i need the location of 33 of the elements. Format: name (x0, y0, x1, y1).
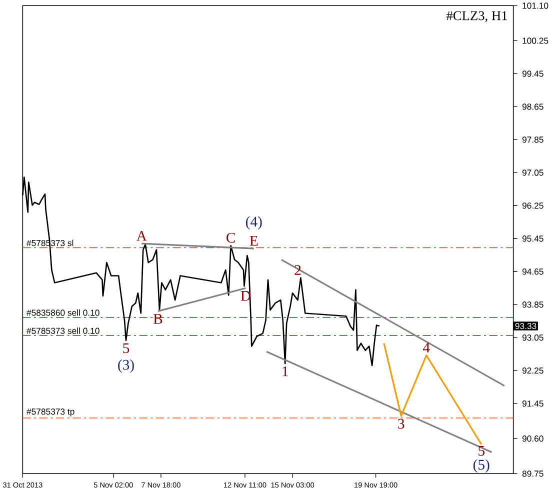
y-tick-label: 98.65 (522, 104, 544, 110)
y-tick-label: 94.65 (522, 268, 544, 275)
annotation: (4) (246, 216, 262, 230)
annotation: (5) (473, 459, 490, 473)
annotation: (3) (118, 359, 134, 373)
y-tick-label: 89.75 (522, 470, 544, 477)
y-tick-label: 96.25 (522, 202, 544, 209)
annotation: 5 (123, 343, 130, 354)
annotation: A (136, 230, 147, 241)
annotation: 2 (294, 265, 301, 275)
y-tick-label: 92.25 (522, 368, 544, 374)
y-tick-label: 91.45 (522, 400, 544, 407)
y-tick-label: 99.45 (522, 70, 544, 77)
annotation: 3 (398, 418, 404, 429)
y-tick-label: 95.45 (522, 236, 544, 242)
annotation: 4 (422, 342, 430, 352)
y-tick-label: 101.10 (522, 2, 548, 9)
ref-line-label: #5835860 sell 0.10 (26, 309, 100, 316)
ref-line-label: #5785373 sell 0.10 (26, 328, 100, 334)
y-tick-label: 97.05 (522, 170, 544, 176)
annotation: E (250, 236, 258, 246)
y-tick-label: 97.85 (522, 136, 544, 143)
y-tick-label: 93.05 (522, 334, 544, 341)
line-series (383, 342, 482, 446)
annotation: C (226, 232, 235, 243)
annotation: 93.33 (515, 322, 536, 330)
annotation: 5 (478, 446, 484, 456)
y-tick-label: 100.25 (522, 38, 548, 44)
chart-title: #CLZ3, H1 (446, 11, 507, 22)
y-tick-label: 93.85 (522, 302, 544, 308)
y-tick-label: 90.60 (522, 436, 544, 442)
annotation: 1 (282, 366, 288, 376)
ref-line-label: #5785373 tp (26, 408, 74, 416)
